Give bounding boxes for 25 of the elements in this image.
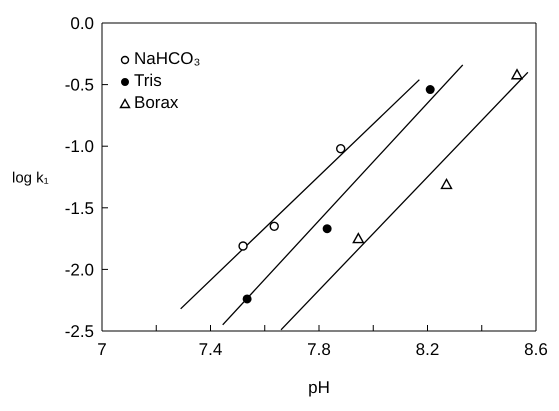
x-axis-title: pH [308, 378, 330, 397]
point [336, 144, 346, 154]
x-tick-label: 8.6 [524, 340, 548, 360]
x-tick-label: 7.4 [198, 340, 222, 360]
point [352, 232, 364, 244]
x-tick-label: 7.8 [307, 340, 331, 360]
x-tick-label: 8.2 [416, 340, 440, 360]
point [426, 85, 435, 94]
x-tick-label: 7 [97, 340, 107, 360]
y-tick-label: -2.5 [64, 322, 94, 342]
y-axis-title: log k₁ [12, 169, 49, 186]
point [238, 241, 248, 251]
y-tick-label: -2.0 [64, 260, 94, 280]
legend-label: NaHCO₃ [134, 49, 200, 69]
y-tick-label: -1.0 [64, 137, 94, 156]
legend-label: Borax [134, 93, 178, 113]
point [322, 224, 332, 234]
point [270, 222, 279, 231]
y-tick-label: -0.5 [64, 76, 94, 95]
point [511, 69, 523, 80]
point [242, 294, 252, 304]
y-tick-label: -1.5 [64, 198, 94, 218]
legend-label: Tris [134, 71, 162, 91]
point [440, 178, 452, 190]
y-tick-label: 0.0 [70, 14, 94, 34]
